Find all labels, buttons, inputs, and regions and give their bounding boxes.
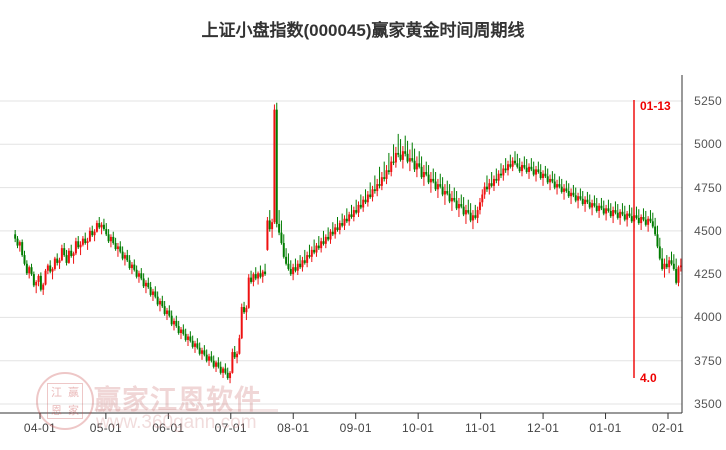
axis-lines [0,75,683,414]
y-axis-tick-label: 4000 [694,310,722,325]
gridlines [0,100,682,405]
candlestick-series [14,102,682,384]
x-axis-tick-label: 06-01 [152,421,185,435]
y-axis-tick-label: 3750 [694,353,722,368]
x-axis-tick-label: 12-01 [526,421,560,435]
y-axis-tick-label: 4750 [694,180,722,195]
y-axis-tick-label: 5250 [694,94,722,108]
x-axis-tick-label: 11-01 [464,421,497,435]
x-axis-tick-label: 01-01 [589,421,622,435]
y-axis-tick-label: 4250 [694,267,722,282]
x-axis-tick-label: 05-01 [89,421,122,435]
x-axis-tick-label: 09-01 [339,421,372,435]
x-axis-tick-label: 10-01 [402,421,435,435]
x-axis-tick-label: 07-01 [214,421,247,435]
marker-value-label: 4.0 [640,371,657,385]
marker-date-label: 01-13 [640,99,671,113]
x-axis-ticks [39,413,669,419]
y-axis-tick-label: 4500 [694,223,722,238]
x-axis-tick-label: 08-01 [277,421,310,435]
page-title: 上证小盘指数(000045)赢家黄金时间周期线 [201,21,525,40]
y-axis-tick-label: 3500 [694,397,722,411]
y-axis-tick-label: 5000 [694,137,722,152]
x-axis-tick-label: 02-01 [651,421,685,435]
x-axis-tick-label: 04-01 [23,421,57,435]
